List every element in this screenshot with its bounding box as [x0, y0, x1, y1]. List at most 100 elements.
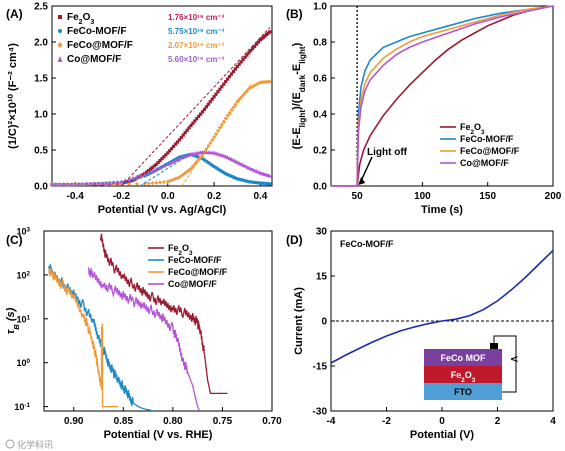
data-point	[252, 83, 257, 88]
data-point	[237, 97, 242, 102]
x-tick-label: -4	[327, 416, 336, 427]
watermark: 化学科讯	[5, 439, 53, 450]
data-point	[173, 158, 178, 163]
data-point	[134, 174, 139, 179]
device-wire	[493, 335, 517, 393]
data-point	[214, 92, 218, 96]
data-point	[152, 164, 156, 168]
annotation: 5.60×10¹⁹ cm⁻³	[168, 55, 225, 64]
panel-label: (D)	[286, 233, 303, 247]
y-tick-label: 101	[16, 314, 30, 325]
data-point	[247, 51, 251, 55]
data-point	[138, 173, 143, 178]
data-point	[164, 153, 168, 157]
device-meter-label: V	[509, 356, 519, 362]
data-point	[183, 131, 187, 135]
data-point	[239, 95, 244, 100]
y-tick-label: 0.6	[313, 74, 327, 85]
data-point	[251, 46, 255, 51]
data-point	[241, 58, 245, 62]
fit-line	[181, 83, 252, 187]
data-point	[127, 182, 132, 187]
data-point	[154, 180, 159, 185]
y-tick-label: 103	[16, 226, 30, 237]
x-axis-label: Potential (V)	[410, 429, 475, 441]
y-tick-label: 0	[321, 317, 327, 328]
data-point	[146, 181, 151, 186]
data-point	[92, 181, 97, 186]
y-tick-label: 15	[316, 272, 328, 283]
data-point	[161, 180, 166, 185]
data-point	[161, 163, 166, 168]
data-point	[188, 166, 193, 171]
series-line	[330, 249, 554, 364]
data-point	[154, 167, 159, 172]
data-point	[148, 167, 153, 171]
chart-title: FeCo-MOF/F	[340, 239, 394, 249]
y-axis-label: (E-Elight)/(Edark-Elight)	[291, 42, 307, 149]
data-point	[121, 181, 126, 185]
data-point	[69, 182, 74, 187]
legend-marker	[58, 29, 62, 33]
device-layer	[424, 366, 502, 383]
y-axis-label: Current (mA)	[293, 287, 305, 355]
legend-label: FeCo-MOF/F	[460, 134, 514, 144]
data-point	[267, 79, 272, 84]
panel-label: (C)	[6, 233, 23, 247]
data-point	[217, 125, 222, 130]
data-point	[268, 30, 272, 34]
device-layer	[424, 383, 502, 400]
plot-frame	[43, 230, 273, 412]
y-tick-label: 2.0	[34, 38, 48, 49]
data-point	[212, 95, 216, 99]
legend-label: FeCo@MOF/F	[460, 146, 520, 156]
x-tick-label: 2	[495, 416, 501, 427]
data-point	[249, 49, 253, 53]
data-point	[254, 42, 259, 46]
data-point	[158, 180, 163, 185]
annotation-text: Light off	[367, 147, 408, 158]
data-point	[57, 182, 62, 187]
data-point	[210, 97, 214, 101]
data-point	[125, 180, 129, 184]
series-line	[331, 5, 554, 187]
annotation: 1.76×10¹⁹ cm⁻³	[168, 13, 225, 22]
fit-line	[121, 27, 271, 187]
x-tick-label: 200	[545, 191, 562, 202]
x-axis-label: Potential (V vs. Ag/AgCl)	[98, 204, 227, 216]
y-tick-label: 0.5	[34, 146, 48, 157]
y-tick-label: 100	[16, 358, 30, 369]
data-point	[127, 177, 132, 181]
y-tick-label: 0.4	[313, 110, 327, 121]
x-tick-label: 0	[439, 416, 445, 427]
data-point	[244, 88, 249, 93]
data-point	[150, 181, 155, 186]
data-point	[104, 180, 109, 185]
device-contact	[490, 343, 498, 349]
data-point	[200, 110, 205, 114]
data-point	[187, 126, 191, 130]
data-point	[144, 170, 149, 174]
x-axis-label: Potential (V vs. RHE)	[104, 429, 213, 441]
data-point	[165, 162, 170, 166]
data-point	[156, 160, 160, 165]
data-point	[73, 182, 78, 187]
data-point	[150, 168, 155, 173]
x-tick-label: 0.2	[207, 191, 221, 202]
x-axis-label: Time (s)	[421, 204, 463, 216]
legend-label: Fe2O3	[168, 243, 193, 257]
data-point	[173, 142, 178, 146]
data-point	[181, 133, 185, 137]
x-tick-label: 0.85	[114, 416, 134, 427]
y-tick-label: 102	[16, 270, 30, 281]
data-point	[194, 159, 199, 164]
data-point	[189, 123, 193, 128]
data-point	[193, 119, 197, 123]
data-point	[222, 82, 226, 86]
legend-label: Fe2O3	[67, 12, 94, 26]
data-point	[134, 181, 139, 186]
series-line	[331, 5, 554, 187]
legend-label: FeCo-MOF/F	[168, 255, 222, 265]
data-point	[214, 131, 219, 136]
data-point	[179, 135, 183, 140]
